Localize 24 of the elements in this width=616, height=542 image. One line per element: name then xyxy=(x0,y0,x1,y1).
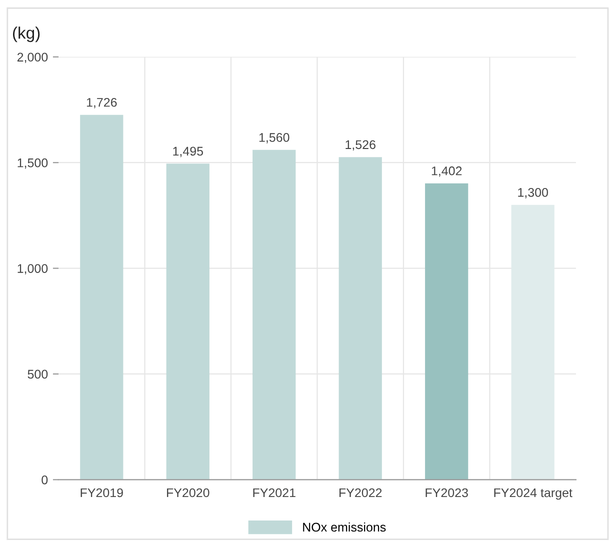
y-tick-label: 500 xyxy=(28,370,48,379)
legend-label: NOx emissions xyxy=(303,522,386,532)
y-tick-label: 2,000 xyxy=(17,52,48,64)
bar xyxy=(80,114,124,480)
y-tick-label: 1,000 xyxy=(18,264,48,274)
text: 1,726 xyxy=(86,98,117,108)
bar xyxy=(166,164,210,480)
bar xyxy=(425,183,468,480)
x-tick-label: FY2022 xyxy=(339,488,382,498)
x-tick-label: FY2021 xyxy=(253,488,296,498)
y-axis-title: (kg) xyxy=(12,26,40,42)
y-tick-label: 1,500 xyxy=(18,158,48,169)
text: 1,402 xyxy=(432,166,462,177)
x-tick-label: FY2024 target xyxy=(494,488,572,500)
x-tick-label: FY2020 xyxy=(167,488,210,498)
y-tick-label: 0 xyxy=(42,475,48,484)
x-tick-label: FY2019 xyxy=(80,488,123,498)
text: 1,560 xyxy=(259,133,290,144)
text: 1,300 xyxy=(518,188,548,198)
bar xyxy=(338,157,382,480)
text: 1,495 xyxy=(173,146,203,158)
bar xyxy=(252,150,296,480)
x-tick-label: FY2023 xyxy=(426,488,468,498)
text: 1,526 xyxy=(346,140,376,151)
